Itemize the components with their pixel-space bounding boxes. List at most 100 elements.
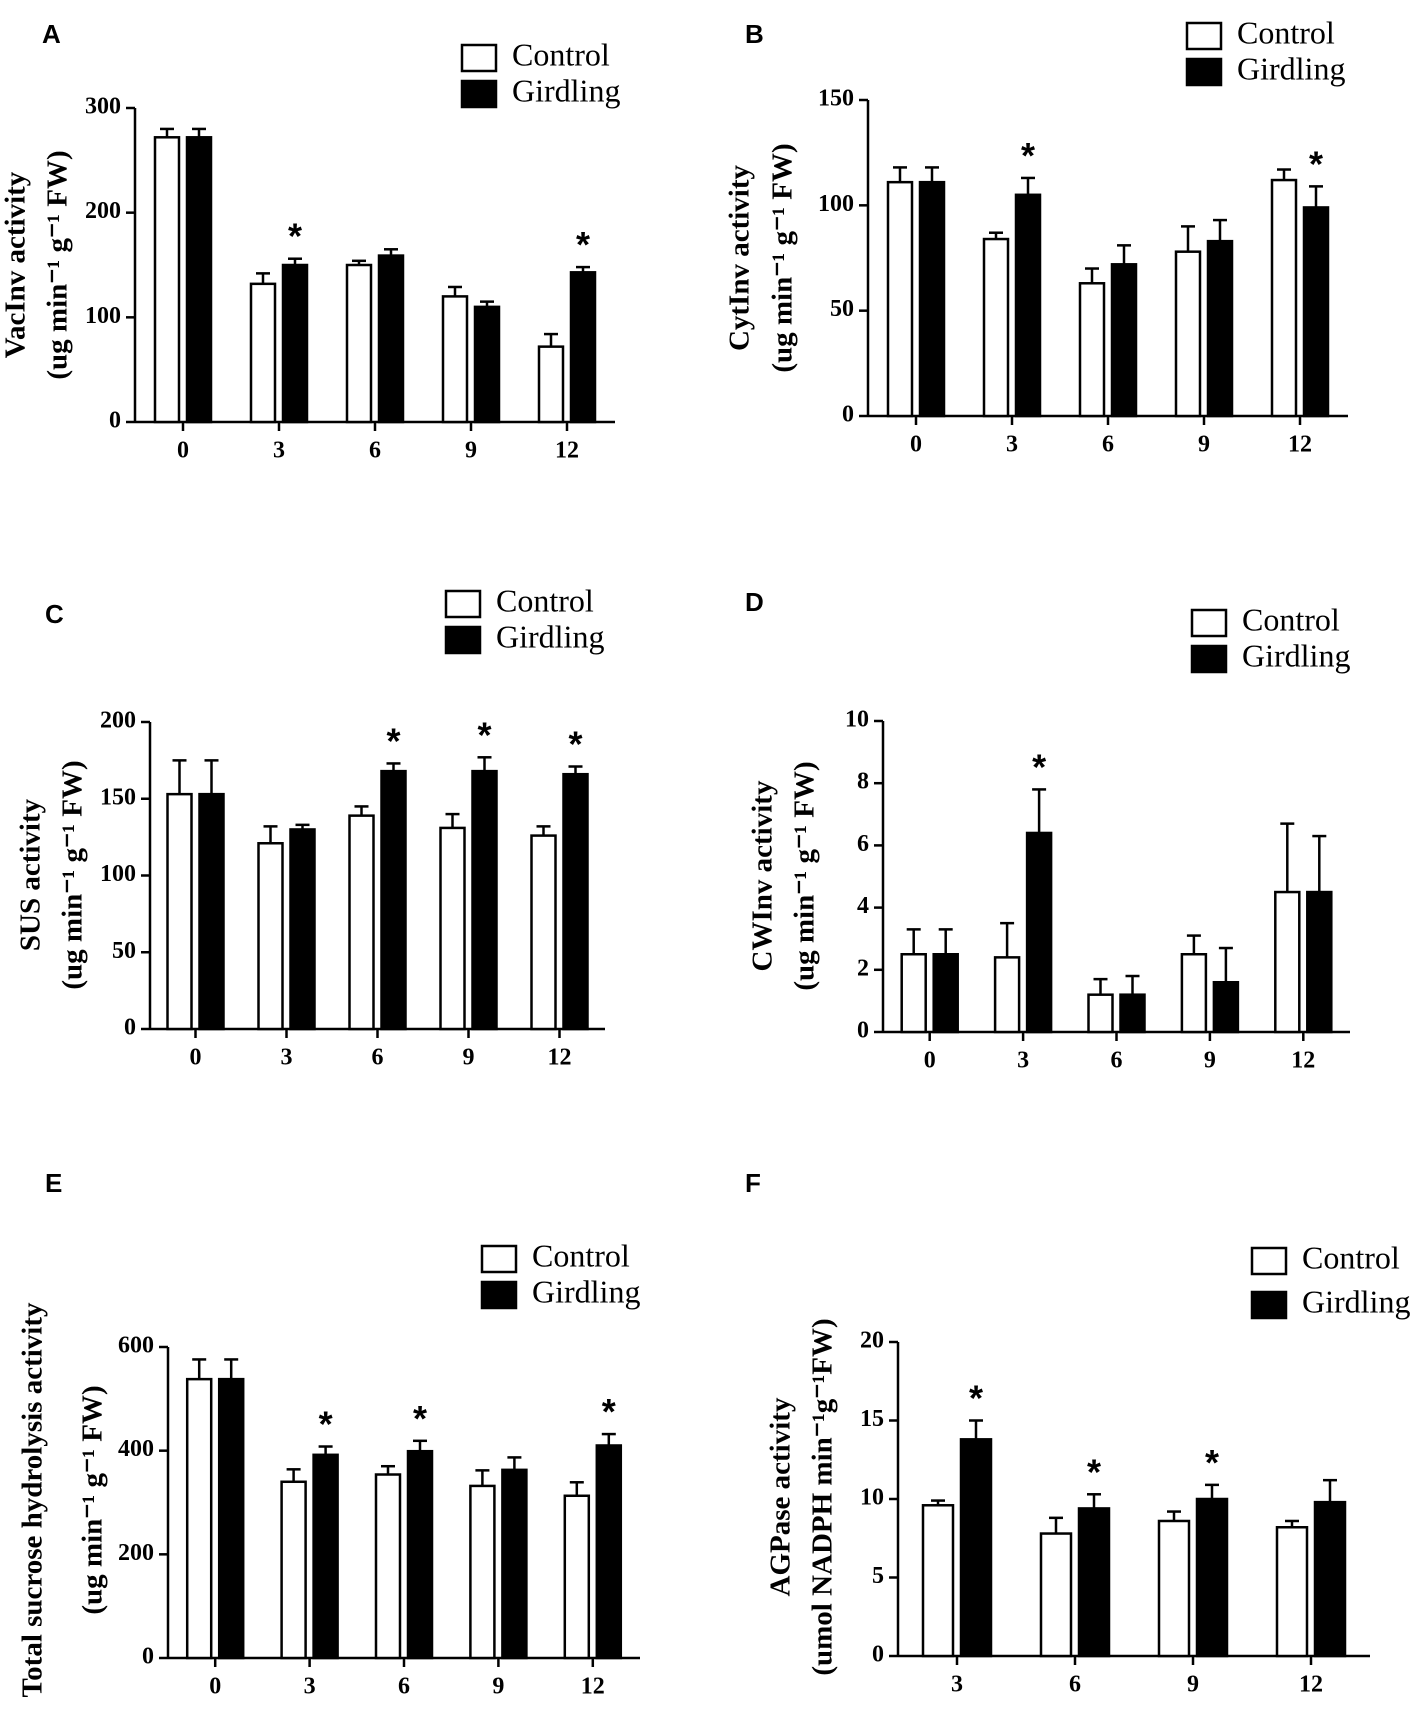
- x-tick-label: 6: [372, 1045, 384, 1071]
- chart-panel-d: D CWInv activity (ug min⁻¹ g⁻¹ FW) 0 2 4 6 8 10 0…: [745, 587, 1350, 1073]
- significance-star: *: [1021, 135, 1035, 176]
- significance-star: *: [477, 714, 491, 755]
- bar-control: [1270, 178, 1298, 418]
- legend-swatch-control: [460, 43, 498, 73]
- legend-swatch-girdling: [1250, 1290, 1288, 1320]
- y-tick-label: 10: [845, 707, 869, 733]
- legend-label-control: Control: [496, 582, 594, 618]
- y-tick-label: 400: [118, 1436, 154, 1462]
- x-tick-label: 3: [304, 1674, 316, 1700]
- y-tick-label: 150: [818, 86, 854, 112]
- legend-label-control: Control: [1302, 1239, 1400, 1275]
- bar-control: [1078, 282, 1106, 418]
- bar-control: [348, 814, 375, 1031]
- bar-control: [886, 180, 914, 418]
- bar-girdling: [377, 254, 405, 424]
- y-tick-label: 0: [857, 1018, 869, 1044]
- bar-control: [257, 842, 284, 1031]
- y-tick-label: 150: [100, 784, 136, 810]
- bar-control: [1087, 993, 1114, 1034]
- x-tick-label: 0: [190, 1045, 202, 1071]
- y-axis-units: (ug min⁻¹ g⁻¹ FW): [77, 1385, 109, 1614]
- bar-control: [1180, 953, 1208, 1034]
- legend-label-girdling: Girdling: [1237, 50, 1345, 86]
- y-tick-label: 200: [118, 1540, 154, 1566]
- bar-girdling: [562, 772, 589, 1031]
- bar-girdling: [1306, 890, 1333, 1034]
- y-tick-label: 100: [100, 861, 136, 887]
- x-tick-label: 3: [1006, 432, 1018, 458]
- x-tick-label: 3: [281, 1045, 293, 1071]
- x-tick-label: 3: [951, 1672, 963, 1698]
- bar-girdling: [1212, 980, 1240, 1034]
- legend-swatch-girdling: [480, 1280, 518, 1310]
- panel-letter: D: [745, 587, 764, 617]
- x-tick-label: 6: [369, 438, 381, 464]
- y-tick-label: 200: [100, 708, 136, 734]
- legend-label-control: Control: [512, 36, 610, 72]
- bar-girdling: [217, 1377, 245, 1660]
- x-tick-label: 6: [1069, 1672, 1081, 1698]
- y-axis-title: AGPase activity: [765, 1397, 797, 1596]
- x-tick-label: 9: [492, 1674, 504, 1700]
- x-tick-label: 12: [1291, 1048, 1315, 1074]
- chart-panel-b: B CytInv activity (ug min⁻¹ g⁻¹ FW) 0 50 100 1…: [724, 14, 1348, 458]
- bar-control: [900, 953, 927, 1034]
- legend-label-girdling: Girdling: [496, 618, 604, 654]
- x-tick-label: 9: [463, 1045, 475, 1071]
- legend-swatch-girdling: [460, 79, 498, 109]
- x-tick-label: 12: [1299, 1672, 1323, 1698]
- bar-girdling: [959, 1438, 993, 1658]
- x-tick-label: 0: [177, 438, 189, 464]
- y-tick-label: 100: [85, 303, 121, 329]
- bar-girdling: [932, 953, 959, 1034]
- bar-control: [537, 345, 565, 424]
- bar-control: [563, 1494, 591, 1660]
- bar-control: [1274, 890, 1301, 1034]
- significance-star: *: [1087, 1451, 1101, 1492]
- bar-girdling: [198, 792, 225, 1031]
- x-tick-label: 9: [465, 438, 477, 464]
- bar-control: [185, 1377, 213, 1660]
- y-axis-title: VacInv activity: [0, 171, 32, 358]
- bar-control: [982, 237, 1010, 418]
- legend-label-girdling: Girdling: [512, 72, 620, 108]
- y-tick-label: 5: [872, 1563, 884, 1589]
- significance-star: *: [576, 224, 590, 265]
- legend-swatch-control: [444, 589, 482, 619]
- chart-panel-a: A VacInv activity (ug min⁻¹ g⁻¹ FW) 0 100 200…: [0, 19, 620, 463]
- x-tick-label: 12: [581, 1674, 605, 1700]
- x-tick-label: 6: [398, 1674, 410, 1700]
- bar-girdling: [1119, 993, 1146, 1034]
- bar-girdling: [1014, 193, 1042, 418]
- significance-star: *: [386, 720, 400, 761]
- legend-label-control: Control: [1237, 14, 1335, 50]
- significance-star: *: [1309, 143, 1323, 184]
- x-tick-label: 12: [555, 438, 579, 464]
- bar-control: [345, 263, 373, 424]
- x-tick-label: 0: [209, 1674, 221, 1700]
- y-tick-label: 0: [124, 1015, 136, 1041]
- y-axis-units: (ug min⁻¹ g⁻¹ FW): [767, 143, 799, 372]
- significance-star: *: [288, 216, 302, 257]
- y-tick-label: 0: [842, 402, 854, 428]
- bar-control: [1039, 1532, 1073, 1658]
- bar-girdling: [312, 1453, 339, 1660]
- bar-control: [1174, 250, 1202, 418]
- x-tick-label: 6: [1111, 1048, 1123, 1074]
- legend-swatch-girdling: [1185, 57, 1223, 87]
- y-axis-title: SUS activity: [15, 798, 47, 951]
- bar-girdling: [380, 769, 407, 1031]
- legend-swatch-control: [1250, 1246, 1288, 1276]
- y-axis-title: CytInv activity: [724, 164, 756, 351]
- y-tick-label: 10: [860, 1485, 884, 1511]
- x-tick-label: 0: [924, 1048, 936, 1074]
- bar-control: [374, 1473, 402, 1660]
- y-axis-title: Total sucrose hydrolysis activity: [17, 1302, 49, 1698]
- bar-control: [921, 1504, 955, 1658]
- x-tick-label: 9: [1187, 1672, 1199, 1698]
